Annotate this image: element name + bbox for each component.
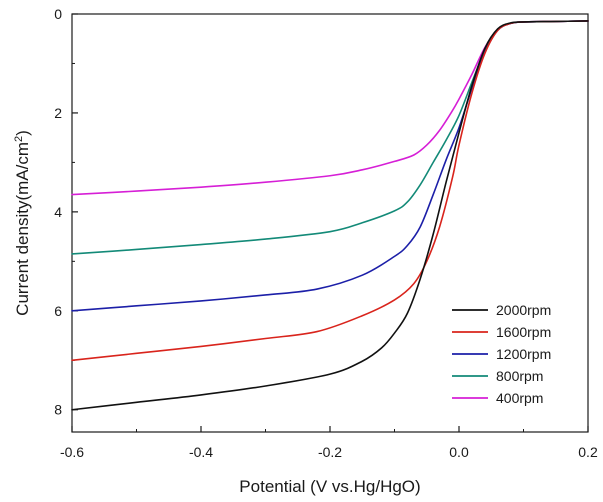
x-tick-label: -0.6 [60,444,84,460]
series-lines [71,20,589,411]
series-line-800rpm [71,20,589,255]
y-tick-label: 2 [54,105,62,121]
series-line-2000rpm [71,20,589,411]
y-tick-label: 6 [54,303,62,319]
y-tick-label: 8 [54,402,62,418]
x-tick-label: -0.2 [318,444,342,460]
x-axis-title: Potential (V vs.Hg/HgO) [239,477,420,496]
series-line-400rpm [71,20,589,196]
legend-label-1600rpm: 1600rpm [496,324,551,340]
legend-label-800rpm: 800rpm [496,368,543,384]
y-axis-title-main: Current density(mA/cm [13,142,32,316]
x-tick-label: 0.0 [449,444,469,460]
y-axis-title-superscript: 2 [13,136,25,142]
x-axis-ticks: -0.6 -0.4 -0.2 0.0 0.2 [60,426,598,460]
x-tick-label: -0.4 [189,444,213,460]
legend: 2000rpm 1600rpm 1200rpm 800rpm 400rpm [452,302,551,406]
legend-label-1200rpm: 1200rpm [496,346,551,362]
legend-label-2000rpm: 2000rpm [496,302,551,318]
y-tick-label: 0 [54,6,62,22]
legend-label-400rpm: 400rpm [496,390,543,406]
y-axis-title-close: ) [13,130,32,136]
series-line-1200rpm [71,20,589,312]
y-axis-title: Current density(mA/cm2) [13,130,32,316]
y-tick-label: 4 [54,204,62,220]
x-tick-label: 0.2 [578,444,598,460]
y-axis-ticks: 0 2 4 6 8 [54,6,78,418]
